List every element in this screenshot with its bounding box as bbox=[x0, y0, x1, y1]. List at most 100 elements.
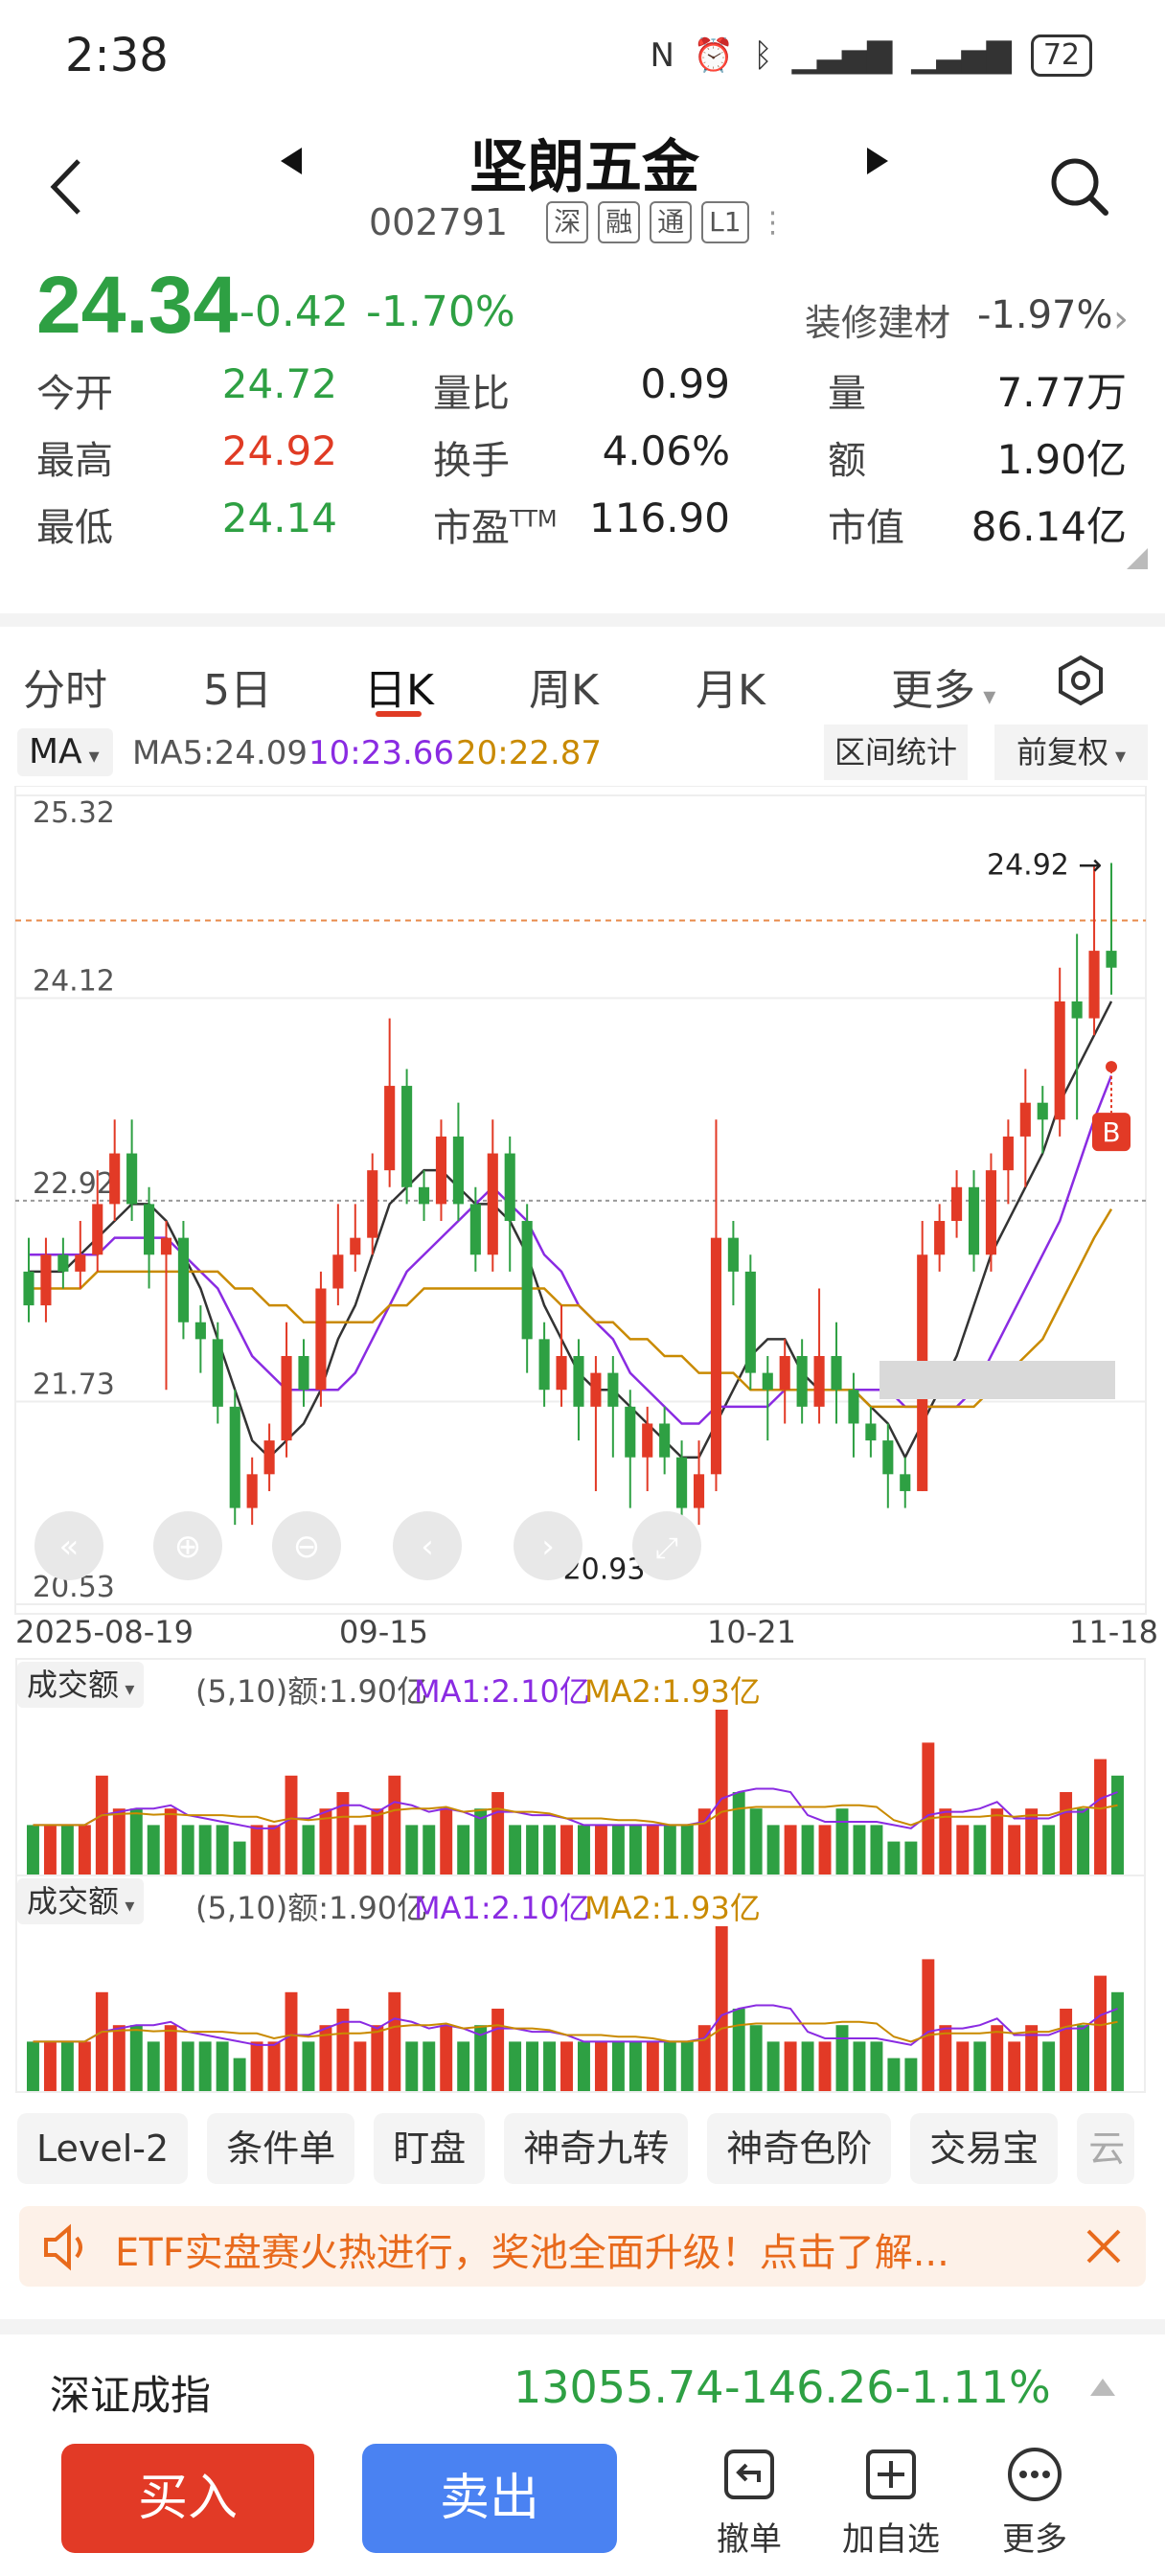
prev-stock-icon[interactable] bbox=[273, 142, 311, 180]
stat-label-low: 最低 bbox=[36, 506, 113, 550]
more-button[interactable]: 更多 bbox=[985, 2446, 1085, 2561]
volume-bar bbox=[27, 2041, 39, 2091]
index-value: 13055.74 bbox=[514, 2361, 724, 2413]
volume-bar bbox=[1060, 1792, 1073, 1874]
candle bbox=[1002, 1136, 1014, 1171]
stat-value-open: 24.72 bbox=[221, 360, 337, 407]
buy-marker-dot bbox=[1106, 1061, 1117, 1073]
chip-magic-nine[interactable]: 神奇九转 bbox=[504, 2113, 689, 2184]
tab-5day[interactable]: 5日 bbox=[203, 666, 272, 715]
tab-intraday[interactable]: 分时 bbox=[23, 666, 107, 715]
candle bbox=[796, 1355, 808, 1407]
more-dots-icon[interactable]: ⋮ bbox=[758, 205, 788, 240]
tab-monthly-k[interactable]: 月K bbox=[696, 666, 765, 715]
volume-bar bbox=[388, 1991, 401, 2091]
volume-bar bbox=[457, 2041, 470, 2091]
caret-up-icon[interactable] bbox=[1090, 2379, 1115, 2396]
range-stats-button[interactable]: 区间统计 bbox=[824, 724, 968, 780]
volume-ma2: MA2:1.93亿 bbox=[584, 1890, 761, 1926]
caret-down-icon: ▾ bbox=[119, 1894, 135, 1917]
volume-bar bbox=[285, 1991, 298, 2091]
volume-bar bbox=[680, 1825, 694, 1874]
sector-name[interactable]: 装修建材 bbox=[805, 302, 951, 344]
volume-bar bbox=[250, 1825, 263, 1874]
volume-bar bbox=[1008, 2041, 1021, 2091]
candle bbox=[75, 1254, 86, 1272]
volume-indicator-select[interactable]: 成交额 ▾ bbox=[17, 1662, 145, 1708]
y-tick-label: 22.92 bbox=[33, 1167, 115, 1201]
back-icon[interactable] bbox=[38, 153, 96, 220]
volume-bar bbox=[129, 2025, 143, 2091]
candle bbox=[212, 1339, 223, 1407]
volume-bar bbox=[939, 2025, 952, 2091]
volume-chart-1[interactable] bbox=[17, 1660, 1144, 1874]
volume-bar bbox=[319, 2025, 332, 2091]
volume-bar bbox=[543, 1825, 556, 1874]
cancel-order-button[interactable]: 撤单 bbox=[699, 2446, 799, 2561]
candle bbox=[194, 1322, 206, 1340]
candle bbox=[1037, 1102, 1048, 1120]
chip-trade-treasure[interactable]: 交易宝 bbox=[910, 2113, 1059, 2184]
candle bbox=[109, 1153, 121, 1205]
volume-bar bbox=[1025, 2025, 1039, 2091]
promo-banner[interactable]: ETF实盘赛火热进行，奖池全面升级！点击了解... bbox=[19, 2206, 1146, 2287]
add-watchlist-button[interactable]: 加自选 bbox=[834, 2446, 948, 2561]
volume-bar bbox=[336, 2009, 350, 2091]
add-watchlist-label: 加自选 bbox=[842, 2520, 940, 2559]
chevron-right-icon[interactable]: › bbox=[1113, 297, 1129, 341]
zoom-in-icon[interactable] bbox=[153, 1511, 222, 1580]
caret-down-icon: ▾ bbox=[975, 682, 996, 711]
candle bbox=[556, 1355, 567, 1391]
volume-bar bbox=[766, 1825, 780, 1874]
search-icon[interactable] bbox=[1046, 153, 1113, 220]
status-icons: N ⏰ ᛒ ▁▃▅▇ ▁▃▅▇ 72 bbox=[650, 34, 1092, 77]
chip-level2[interactable]: Level-2 bbox=[17, 2113, 189, 2184]
zoom-out-icon[interactable] bbox=[272, 1511, 341, 1580]
tab-weekly-k[interactable]: 周K bbox=[529, 666, 599, 715]
close-icon[interactable] bbox=[1083, 2225, 1125, 2267]
expand-corner-icon[interactable] bbox=[1127, 548, 1148, 569]
sector-change-pct[interactable]: -1.97% bbox=[977, 293, 1113, 337]
pan-right-icon[interactable] bbox=[514, 1511, 582, 1580]
pan-left-icon[interactable] bbox=[393, 1511, 462, 1580]
sell-button[interactable]: 卖出 bbox=[362, 2444, 617, 2553]
volume-bar bbox=[336, 1792, 350, 1874]
volume-indicator-select[interactable]: 成交额 ▾ bbox=[17, 1878, 145, 1924]
volume-bar bbox=[371, 2025, 384, 2091]
chip-magic-color[interactable]: 神奇色阶 bbox=[707, 2113, 892, 2184]
chip-conditional-order[interactable]: 条件单 bbox=[207, 2113, 355, 2184]
candle bbox=[693, 1474, 705, 1508]
rewind-icon[interactable] bbox=[34, 1511, 103, 1580]
stat-label-amount: 额 bbox=[828, 439, 866, 483]
ma10-value: 10:23.66 bbox=[308, 734, 455, 772]
chip-watch[interactable]: 盯盘 bbox=[374, 2113, 486, 2184]
volume-bar bbox=[60, 1825, 74, 1874]
volume-bar bbox=[853, 1825, 866, 1874]
buy-marker-label: B bbox=[1102, 1116, 1120, 1148]
settings-icon[interactable] bbox=[1054, 654, 1108, 707]
buy-button[interactable]: 买入 bbox=[61, 2444, 314, 2553]
banner-text[interactable]: ETF实盘赛火热进行，奖池全面升级！点击了解... bbox=[115, 2231, 949, 2275]
date-label: 11-18 bbox=[1069, 1614, 1158, 1650]
tab-more[interactable]: 更多 ▾ bbox=[891, 666, 996, 715]
candle bbox=[281, 1355, 292, 1441]
price-adjust-select[interactable]: 前复权 ▾ bbox=[994, 724, 1148, 780]
volume-chart-2[interactable] bbox=[17, 1876, 1144, 2091]
next-stock-icon[interactable] bbox=[857, 142, 896, 180]
buy-marker[interactable] bbox=[1092, 1113, 1131, 1152]
index-bar[interactable]: 深证成指 13055.74 -146.26 -1.11% bbox=[0, 2319, 1165, 2434]
volume-bar bbox=[216, 2041, 229, 2091]
fullscreen-icon[interactable] bbox=[632, 1511, 701, 1580]
ma-indicator-select[interactable]: MA ▾ bbox=[17, 728, 113, 776]
volume-ma1-line bbox=[33, 2004, 1118, 2046]
volume-bar bbox=[853, 2041, 866, 2091]
volume-bar bbox=[95, 1991, 108, 2091]
tab-daily-k[interactable]: 日K bbox=[364, 666, 434, 715]
svg-text:«: « bbox=[59, 1528, 80, 1566]
index-name: 深证成指 bbox=[50, 2372, 212, 2419]
candle bbox=[607, 1372, 619, 1407]
price-change: -0.42 bbox=[240, 288, 349, 336]
volume-bar bbox=[147, 2041, 160, 2091]
chip-cloud[interactable]: 云 bbox=[1077, 2113, 1135, 2184]
